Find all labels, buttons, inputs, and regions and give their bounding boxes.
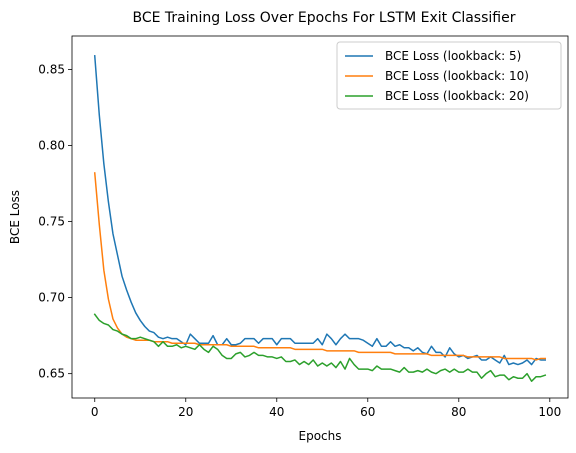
series-line-1	[93, 54, 546, 366]
legend-entries: BCE Loss (lookback: 5) BCE Loss (lookback…	[345, 49, 529, 103]
legend-label-2: BCE Loss (lookback: 10)	[385, 69, 529, 83]
legend-label-3: BCE Loss (lookback: 20)	[385, 89, 529, 103]
plot-frame	[71, 35, 569, 399]
y-tick-label: 0.75	[38, 215, 65, 229]
x-tick-label: 40	[269, 405, 284, 419]
chart-title: BCE Training Loss Over Epochs For LSTM E…	[133, 10, 516, 26]
y-tick-label: 0.85	[38, 62, 65, 76]
x-tick-label: 80	[451, 405, 466, 419]
x-axis-ticks: 0 20 40 60 80 100	[91, 398, 561, 419]
y-axis-label: BCE Loss	[8, 190, 22, 244]
y-tick-label: 0.70	[38, 291, 65, 305]
y-axis-ticks: 0.65 0.70 0.75 0.80 0.85	[38, 62, 72, 381]
x-tick-label: 0	[91, 405, 99, 419]
y-tick-label: 0.65	[38, 367, 65, 381]
x-axis-label: Epochs	[299, 429, 342, 443]
x-tick-label: 100	[538, 405, 561, 419]
x-tick-label: 20	[178, 405, 193, 419]
legend: BCE Loss (lookback: 5) BCE Loss (lookback…	[336, 41, 562, 110]
series-line-2	[93, 172, 546, 361]
x-tick-label: 60	[360, 405, 375, 419]
y-tick-label: 0.80	[38, 139, 65, 153]
series-layer	[93, 54, 547, 383]
legend-frame	[336, 41, 562, 110]
series-line-3	[93, 313, 547, 383]
legend-label-1: BCE Loss (lookback: 5)	[385, 49, 521, 63]
